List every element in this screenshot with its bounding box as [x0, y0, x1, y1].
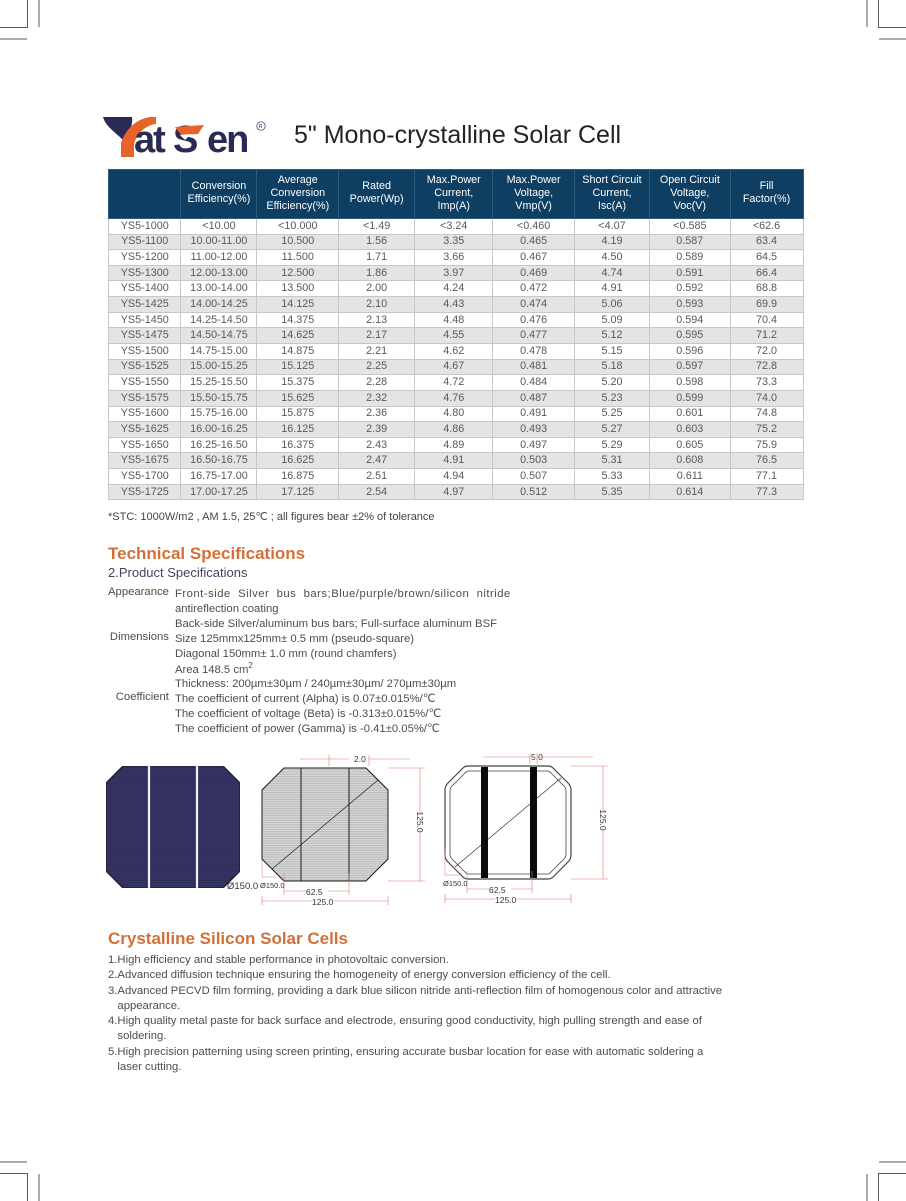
svg-text:at: at: [134, 119, 166, 157]
svg-text:Ø150.0: Ø150.0: [260, 881, 285, 890]
svg-text:2.0: 2.0: [354, 754, 366, 764]
svg-text:125.0: 125.0: [598, 809, 608, 831]
svg-text:125.0: 125.0: [415, 811, 425, 833]
svg-text:Ø150.0: Ø150.0: [443, 879, 468, 888]
svg-text:R: R: [259, 124, 263, 130]
svg-text:125.0: 125.0: [495, 895, 517, 905]
svg-text:en: en: [207, 119, 247, 157]
svg-text:125.0: 125.0: [312, 897, 334, 907]
